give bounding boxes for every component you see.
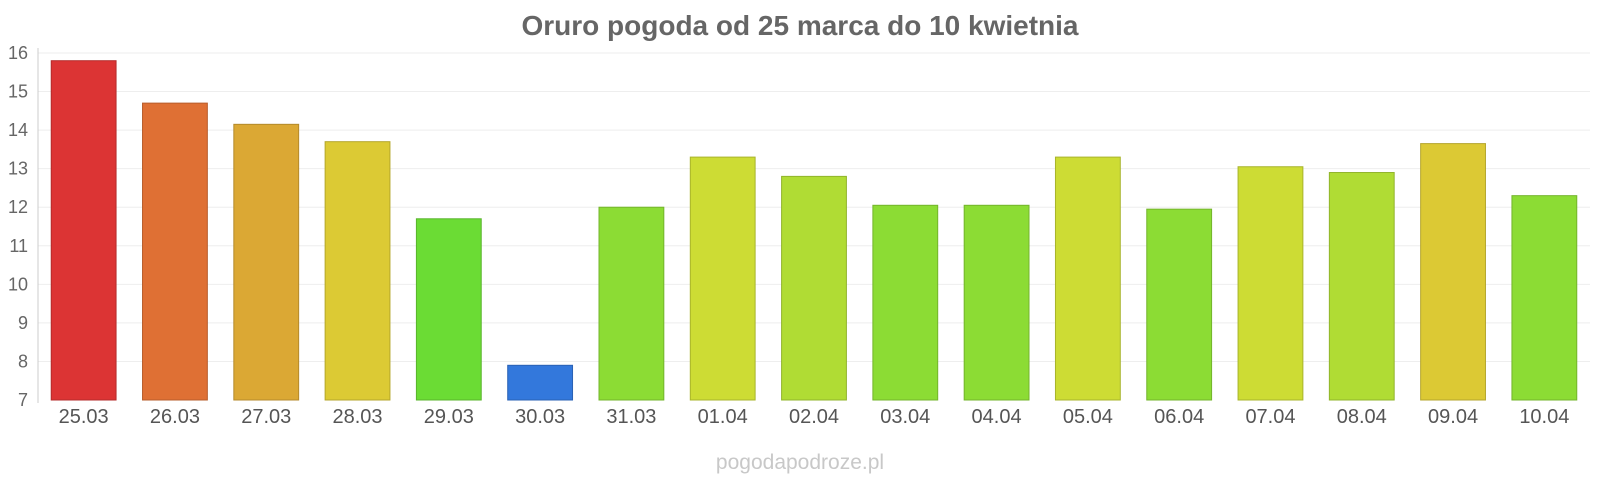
bar-08.04 [1328, 172, 1395, 401]
x-tick-label: 28.03 [332, 406, 382, 428]
bar-05.04 [1054, 156, 1121, 401]
x-tick-label: 04.04 [972, 406, 1022, 428]
y-axis-ticks: 7 8 9 10 11 12 13 14 15 16 [8, 43, 28, 410]
bar-03.04 [872, 204, 939, 401]
bar-30.03 [507, 364, 574, 401]
bars [50, 60, 1578, 401]
y-tick-label: 15 [8, 82, 28, 102]
x-tick-label: 30.03 [515, 406, 565, 428]
bar-10.04 [1511, 195, 1578, 401]
y-tick-label: 16 [8, 43, 28, 63]
x-tick-label: 08.04 [1337, 406, 1387, 428]
x-tick-label: 31.03 [606, 406, 656, 428]
x-tick-label: 06.04 [1154, 406, 1204, 428]
y-tick-label: 14 [8, 120, 28, 140]
x-tick-label: 10.04 [1519, 406, 1569, 428]
x-axis-ticks: 25.03 26.03 27.03 28.03 29.03 30.03 31.03 01.04… [59, 406, 1570, 428]
x-tick-label: 01.04 [698, 406, 748, 428]
x-tick-label: 07.04 [1245, 406, 1295, 428]
bar-28.03 [324, 141, 391, 401]
x-tick-label: 09.04 [1428, 406, 1478, 428]
x-tick-label: 26.03 [150, 406, 200, 428]
bar-09.04 [1420, 143, 1486, 401]
x-tick-label: 25.03 [59, 406, 109, 428]
bar-04.04 [963, 204, 1030, 401]
y-tick-label: 11 [9, 236, 28, 256]
y-tick-label: 12 [8, 197, 28, 217]
x-tick-label: 05.04 [1063, 406, 1113, 428]
watermark: pogodapodroze.pl [716, 451, 884, 474]
y-tick-label: 10 [8, 274, 28, 294]
bar-27.03 [233, 123, 300, 401]
bar-26.03 [142, 102, 208, 401]
bar-02.04 [781, 175, 847, 401]
x-tick-label: 27.03 [241, 406, 291, 428]
bar-06.04 [1146, 208, 1213, 401]
bar-01.04 [689, 156, 756, 401]
bar-29.03 [415, 218, 482, 401]
chart-title: Oruro pogoda od 25 marca do 10 kwietnia [521, 10, 1078, 41]
y-tick-label: 9 [18, 313, 28, 333]
y-tick-label: 7 [18, 390, 28, 410]
y-tick-label: 8 [18, 351, 28, 371]
x-tick-label: 29.03 [424, 406, 474, 428]
y-tick-label: 13 [8, 159, 28, 179]
bar-07.04 [1237, 166, 1304, 401]
x-tick-label: 02.04 [789, 406, 839, 428]
x-tick-label: 03.04 [880, 406, 930, 428]
bar-31.03 [598, 206, 665, 401]
bar-25.03 [50, 60, 117, 401]
